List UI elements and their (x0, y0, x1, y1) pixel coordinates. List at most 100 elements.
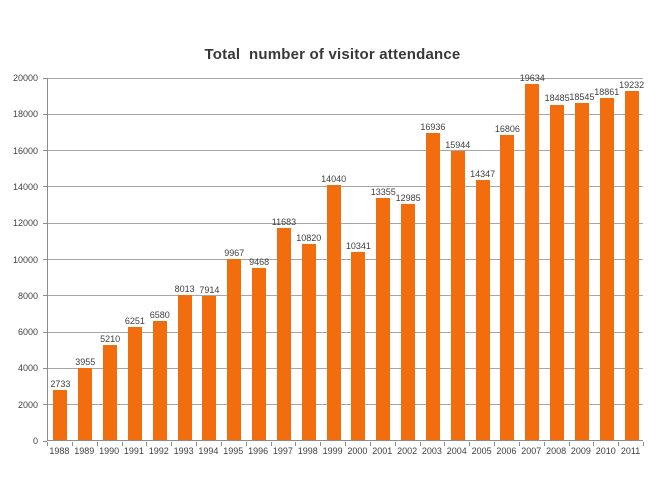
bar (351, 252, 366, 440)
x-axis-tick (568, 442, 570, 446)
bar (177, 294, 192, 440)
bar-value-label: 8013 (174, 283, 195, 294)
x-axis-tick-label: 2003 (421, 446, 442, 456)
bar (78, 368, 93, 440)
x-axis-tick (593, 442, 595, 446)
x-axis-tick-label: 2007 (521, 446, 542, 456)
x-axis-tick-label: 2011 (620, 446, 641, 456)
gridline (48, 113, 643, 115)
bar-value-label: 10820 (296, 232, 322, 243)
y-axis-tick (43, 77, 47, 79)
y-axis-tick (43, 440, 47, 442)
bar-value-label: 10341 (345, 241, 371, 252)
bar-value-label: 14347 (470, 168, 496, 179)
x-axis-tick-label: 1999 (322, 446, 343, 456)
x-axis-tick-label: 1991 (123, 446, 144, 456)
x-axis-tick-label: 2005 (471, 446, 492, 456)
bar (500, 134, 515, 440)
x-axis-tick (444, 442, 446, 446)
bar-value-label: 13355 (370, 186, 396, 197)
y-axis-tick (43, 295, 47, 297)
x-axis-tick (543, 442, 545, 446)
gridline (48, 186, 643, 188)
x-axis-tick (369, 442, 371, 446)
x-axis-tick (270, 442, 272, 446)
y-axis-tick (43, 113, 47, 115)
gridline (48, 404, 643, 406)
x-axis-tick-label: 1993 (173, 446, 194, 456)
x-axis-tick-label: 1996 (248, 446, 269, 456)
gridline (48, 77, 643, 79)
x-axis-tick-label: 1992 (148, 446, 169, 456)
x-axis-tick-label: 2000 (347, 446, 368, 456)
y-axis-tick-label: 8000 (17, 290, 38, 301)
x-axis-tick (47, 442, 48, 446)
bar (624, 90, 639, 440)
bar-value-label: 18545 (569, 92, 595, 103)
y-axis-tick (43, 367, 47, 369)
x-axis-tick (394, 442, 396, 446)
x-axis-tick (419, 442, 421, 446)
bar-value-label: 9967 (224, 248, 245, 259)
bar (376, 197, 391, 440)
bar-value-label: 16806 (494, 123, 520, 134)
x-axis-tick (469, 442, 471, 446)
x-axis-tick-label: 1995 (223, 446, 244, 456)
x-axis-tick-label: 2010 (595, 446, 616, 456)
bar-value-label: 3955 (75, 357, 96, 368)
y-axis-tick-label: 6000 (17, 327, 38, 338)
bar (401, 204, 416, 440)
bar (574, 103, 589, 440)
x-axis-tick (295, 442, 297, 446)
bar-value-label: 9468 (249, 257, 270, 268)
x-axis-tick-label: 1998 (297, 446, 318, 456)
y-axis-tick-label: 14000 (12, 181, 38, 192)
gridline (48, 331, 643, 333)
bar-value-label: 6251 (124, 315, 145, 326)
x-axis-tick (146, 442, 148, 446)
x-axis-tick (618, 442, 620, 446)
x-axis-tick-label: 1994 (198, 446, 219, 456)
y-axis-tick-label: 20000 (12, 73, 38, 83)
gridline (48, 150, 643, 152)
x-axis-tick (518, 442, 520, 446)
bar-value-label: 11683 (271, 216, 297, 227)
bar-value-label: 19634 (519, 72, 545, 83)
y-axis-tick (43, 331, 47, 333)
x-axis-tick-label: 2008 (546, 446, 567, 456)
y-axis-tick (43, 186, 47, 188)
bar-value-label: 18861 (594, 86, 620, 97)
gridline (48, 222, 643, 224)
gridline (48, 367, 643, 369)
bar-value-label: 2733 (50, 379, 71, 390)
x-axis-tick (494, 442, 495, 446)
y-axis-tick-label: 4000 (17, 363, 38, 374)
bar (53, 390, 68, 440)
x-axis-tick-label: 2002 (397, 446, 418, 456)
x-axis-tick-label: 2004 (446, 446, 467, 456)
y-axis-tick-label: 2000 (17, 399, 38, 410)
bar (301, 243, 316, 440)
bar (550, 104, 565, 440)
y-axis: 0 2000 4000 6000 8000 10000 12000 14000 16000 180… (0, 73, 47, 446)
x-axis-tick-label: 2006 (496, 446, 517, 456)
chart-title: Total number of visitor attendance (204, 46, 461, 63)
y-axis-tick-label: 0 (32, 436, 38, 446)
x-axis: 1988 1989 1990 1991 1992 1993 1994 1995 1996 1997… (47, 441, 643, 459)
y-axis-tick (43, 404, 47, 406)
bar (252, 268, 267, 440)
bar (475, 179, 490, 440)
bar (425, 132, 440, 440)
x-axis-tick (220, 442, 222, 446)
y-axis-tick (43, 222, 47, 224)
bar (127, 326, 142, 440)
bar-value-label: 18485 (544, 93, 570, 104)
bar (202, 296, 217, 440)
bar-value-label: 6580 (149, 309, 170, 320)
bar (450, 150, 465, 440)
y-axis-tick-label: 16000 (12, 145, 38, 156)
bar (326, 185, 341, 440)
bar (152, 320, 167, 440)
bar-value-label: 7914 (199, 285, 220, 296)
